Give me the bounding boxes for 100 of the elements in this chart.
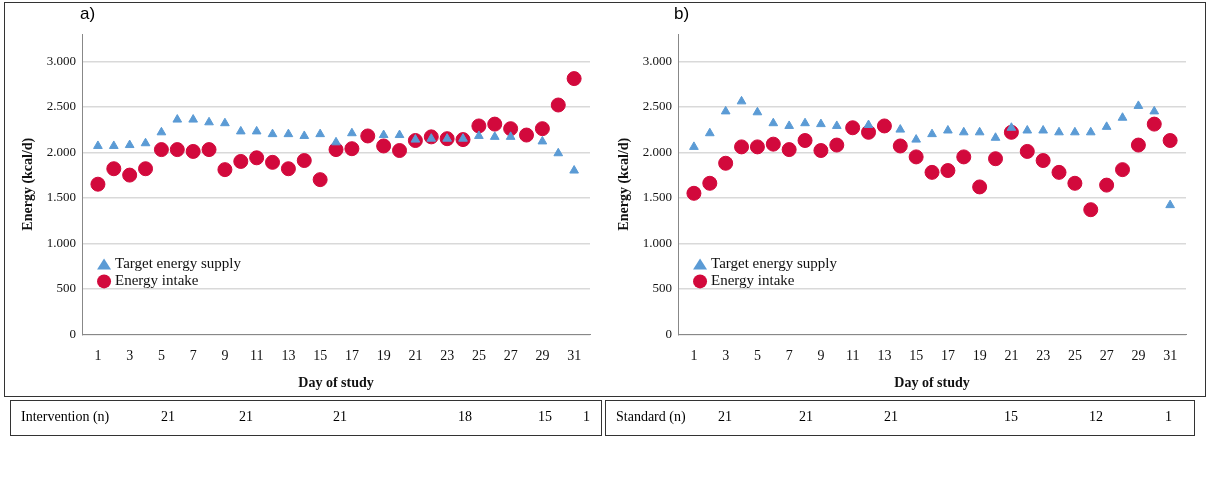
- y-tick-label: 1.000: [46, 234, 77, 250]
- point: [1070, 126, 1080, 136]
- x-tick-label: 15: [313, 348, 328, 364]
- y-tick-label: 3.000: [46, 52, 77, 68]
- x-tick-label: 21: [1004, 348, 1019, 364]
- point: [124, 139, 135, 149]
- point: [519, 127, 535, 143]
- point: [299, 130, 310, 139]
- x-tick-label: 11: [249, 348, 264, 364]
- point: [90, 176, 106, 192]
- x-tick-label: 5: [157, 348, 165, 364]
- x-tick-label: 29: [535, 348, 550, 364]
- point: [781, 142, 797, 158]
- point: [768, 117, 779, 127]
- point: [188, 114, 198, 123]
- point: [911, 134, 921, 143]
- point: [736, 95, 747, 105]
- point: [553, 147, 564, 157]
- x-tick-label: 21: [408, 348, 423, 364]
- x-tick-label: 9: [221, 348, 229, 364]
- point: [816, 118, 826, 128]
- text: 12: [1089, 409, 1103, 425]
- point: [376, 138, 392, 154]
- point: [360, 128, 376, 144]
- x-tick-label: 31: [567, 348, 582, 364]
- point: [569, 165, 579, 174]
- point: [251, 125, 262, 135]
- point: [265, 154, 281, 170]
- x-axis-title: Day of study: [298, 375, 374, 391]
- text: 18: [458, 409, 472, 425]
- point: [1099, 177, 1115, 193]
- y-tick-label: 1.000: [642, 234, 673, 250]
- point: [831, 120, 842, 129]
- point: [93, 140, 103, 149]
- point: [689, 141, 699, 150]
- x-tick-label: 3: [126, 348, 134, 364]
- point: [927, 128, 937, 138]
- x-tick-label: 23: [1036, 348, 1051, 364]
- chart-title: b): [674, 4, 690, 24]
- x-tick-label: 13: [877, 348, 892, 364]
- legend-label: Target energy supply: [115, 255, 242, 272]
- text: 1: [583, 409, 590, 425]
- point: [1022, 124, 1033, 134]
- point: [283, 128, 294, 138]
- legend-label: Energy intake: [115, 272, 199, 289]
- point: [534, 121, 550, 137]
- y-tick-label: 2.500: [642, 98, 673, 114]
- point: [749, 139, 765, 155]
- x-tick-label: 1: [94, 348, 102, 364]
- point: [734, 139, 750, 155]
- point: [392, 143, 408, 159]
- point: [924, 164, 940, 180]
- x-tick-label: 7: [189, 348, 197, 364]
- point: [958, 126, 969, 136]
- point: [1149, 105, 1160, 115]
- y-tick-label: 500: [652, 280, 673, 296]
- chart-title: a): [80, 4, 96, 24]
- point: [1035, 153, 1051, 169]
- x-tick-label: 15: [909, 348, 924, 364]
- point: [537, 135, 548, 145]
- x-tick-label: 17: [940, 348, 955, 364]
- point: [940, 163, 956, 179]
- point: [892, 138, 908, 154]
- x-tick-label: 31: [1163, 348, 1178, 364]
- y-tick-label: 500: [56, 280, 77, 296]
- x-tick-label: 7: [785, 348, 793, 364]
- text: 21: [161, 409, 175, 425]
- point: [956, 149, 972, 165]
- point: [217, 162, 233, 178]
- x-tick-label: 19: [972, 348, 987, 364]
- y-tick-label: 0: [69, 325, 77, 341]
- point: [765, 136, 781, 152]
- point: [704, 127, 715, 137]
- point: [489, 131, 500, 140]
- point: [845, 120, 861, 136]
- point: [863, 119, 874, 129]
- x-tick-label: 1: [690, 348, 698, 364]
- point: [394, 129, 405, 139]
- point: [784, 120, 794, 129]
- legend-label: Energy intake: [711, 272, 795, 289]
- text: 15: [538, 409, 552, 425]
- point: [1130, 137, 1146, 153]
- point: [122, 167, 138, 183]
- point: [1133, 100, 1144, 109]
- text: 21: [333, 409, 347, 425]
- point: [829, 137, 845, 153]
- x-tick-label: 25: [1067, 348, 1082, 364]
- point: [344, 141, 360, 157]
- x-tick-label: 5: [753, 348, 761, 364]
- y-tick-label: 2.000: [642, 143, 673, 159]
- text: Intervention (n): [21, 409, 110, 425]
- point: [943, 124, 953, 134]
- point: [169, 142, 185, 158]
- point: [505, 131, 516, 140]
- y-tick-label: 2.500: [46, 98, 77, 114]
- point: [312, 172, 328, 188]
- point: [474, 130, 484, 139]
- point: [718, 155, 734, 171]
- legend-label: Target energy supply: [711, 255, 838, 272]
- x-axis-title: Day of study: [894, 375, 970, 391]
